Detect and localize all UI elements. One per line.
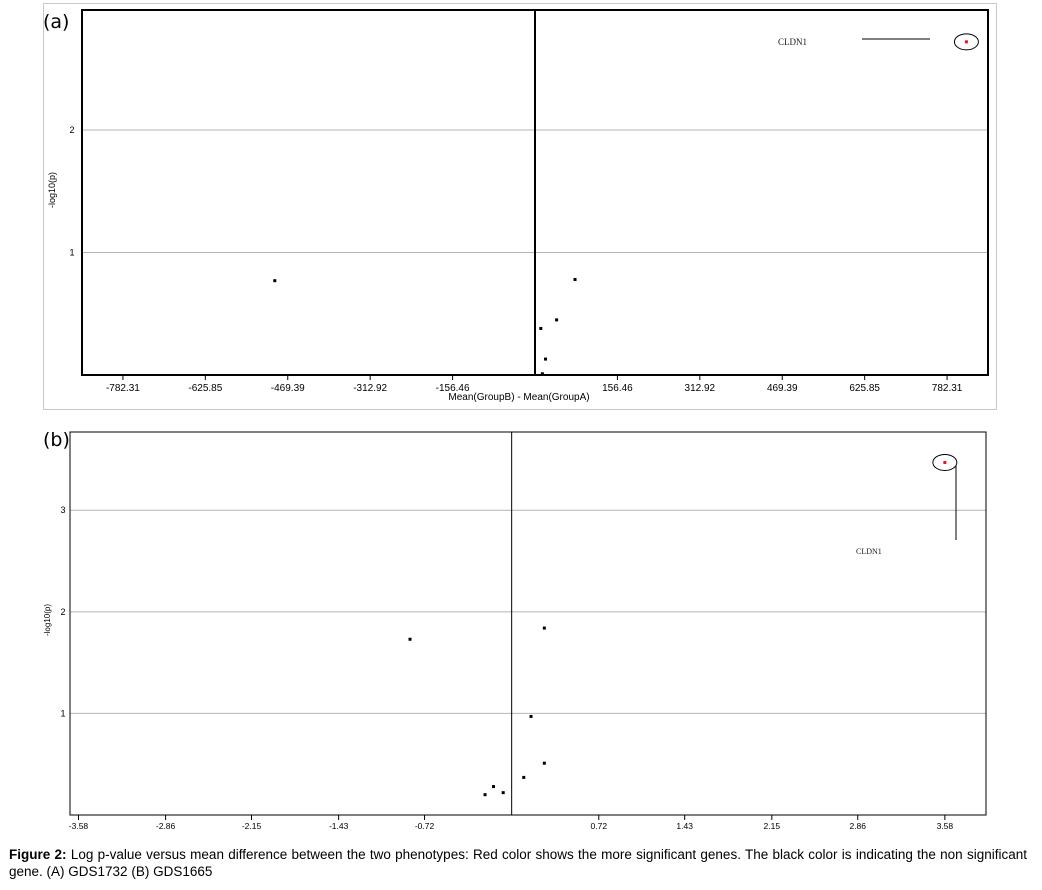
panel-a-data-point — [573, 277, 577, 281]
panel-b-letter: (b) — [43, 429, 70, 451]
panel-b-xtick-label: 1.43 — [676, 821, 693, 831]
panel-a-highlight-ellipse — [953, 33, 979, 51]
figure-caption: Figure 2: Log p-value versus mean differ… — [9, 846, 1027, 880]
panel-a-data-point — [540, 372, 544, 376]
panel-a-xtick-label: -469.39 — [271, 383, 305, 394]
panel-a-ytick-label: 1 — [69, 248, 74, 258]
panel-b-xtick-label: 2.15 — [764, 821, 781, 831]
panel-a-data-point — [555, 318, 559, 322]
panel-b-highlight-ellipse — [932, 453, 958, 471]
panel-b-data-point — [483, 793, 487, 797]
panel-b-data-point — [529, 714, 533, 718]
panel-a-data-point — [544, 357, 548, 361]
panel-a-frame — [43, 3, 997, 410]
panel-b-data-point — [542, 761, 546, 765]
caption-label: Figure 2: — [9, 847, 67, 862]
panel-b-xtick-label: -2.86 — [156, 821, 176, 831]
panel-a-xtick-label: -156.46 — [436, 383, 470, 394]
caption-text: Log p-value versus mean difference betwe… — [9, 847, 1027, 879]
panel-a-data-point — [273, 279, 277, 283]
panel-b-data-point — [408, 637, 412, 641]
panel-b-frame — [43, 425, 997, 832]
panel-b-xtick-label: 3.58 — [937, 821, 954, 831]
panel-b-data-point — [522, 775, 526, 779]
panel-a-xtick-label: -312.92 — [353, 383, 387, 394]
panel-b-significant-point — [943, 460, 947, 464]
panel-a-data-point — [539, 326, 543, 330]
panel-a-xtick-label: -625.85 — [188, 383, 222, 394]
panel-a-xtick-label: 156.46 — [602, 383, 633, 394]
panel-a-annotation-label: CLDN1 — [778, 37, 807, 47]
panel-a-y-axis-label: -log10(p) — [47, 172, 57, 208]
panel-a-ytick-label: 2 — [69, 125, 74, 135]
panel-b-y-axis-label: -log10(p) — [43, 604, 52, 636]
panel-b-data-point — [542, 626, 546, 630]
panel-b-xtick-label: 0.72 — [591, 821, 608, 831]
panel-b-data-point — [501, 791, 505, 795]
panel-a-significant-point — [964, 40, 968, 44]
panel-b-xtick-label: -1.43 — [329, 821, 349, 831]
panel-b-plot-frame — [69, 431, 987, 816]
panel-b-xtick-label: -2.15 — [242, 821, 262, 831]
panel-a-xtick-label: -782.31 — [106, 383, 140, 394]
panel-b-ytick-label: 1 — [60, 708, 65, 718]
panel-a-letter: (a) — [43, 11, 70, 33]
panel-a-xtick-label: 312.92 — [685, 383, 716, 394]
panel-a-xtick-label: 625.85 — [849, 383, 880, 394]
panel-b-data-point — [492, 785, 496, 789]
panel-a-x-axis-label: Mean(GroupB) - Mean(GroupA) — [448, 392, 589, 403]
panel-b-annotation-label: CLDN1 — [856, 547, 882, 556]
panel-b-ytick-label: 2 — [60, 607, 65, 617]
panel-b-xtick-label: -3.58 — [69, 821, 89, 831]
panel-b-xtick-label: -0.72 — [415, 821, 435, 831]
panel-a-xtick-label: 782.31 — [932, 383, 963, 394]
panel-b-xtick-label: 2.86 — [849, 821, 866, 831]
panel-b-ytick-label: 3 — [60, 505, 65, 515]
panel-a-xtick-label: 469.39 — [767, 383, 798, 394]
